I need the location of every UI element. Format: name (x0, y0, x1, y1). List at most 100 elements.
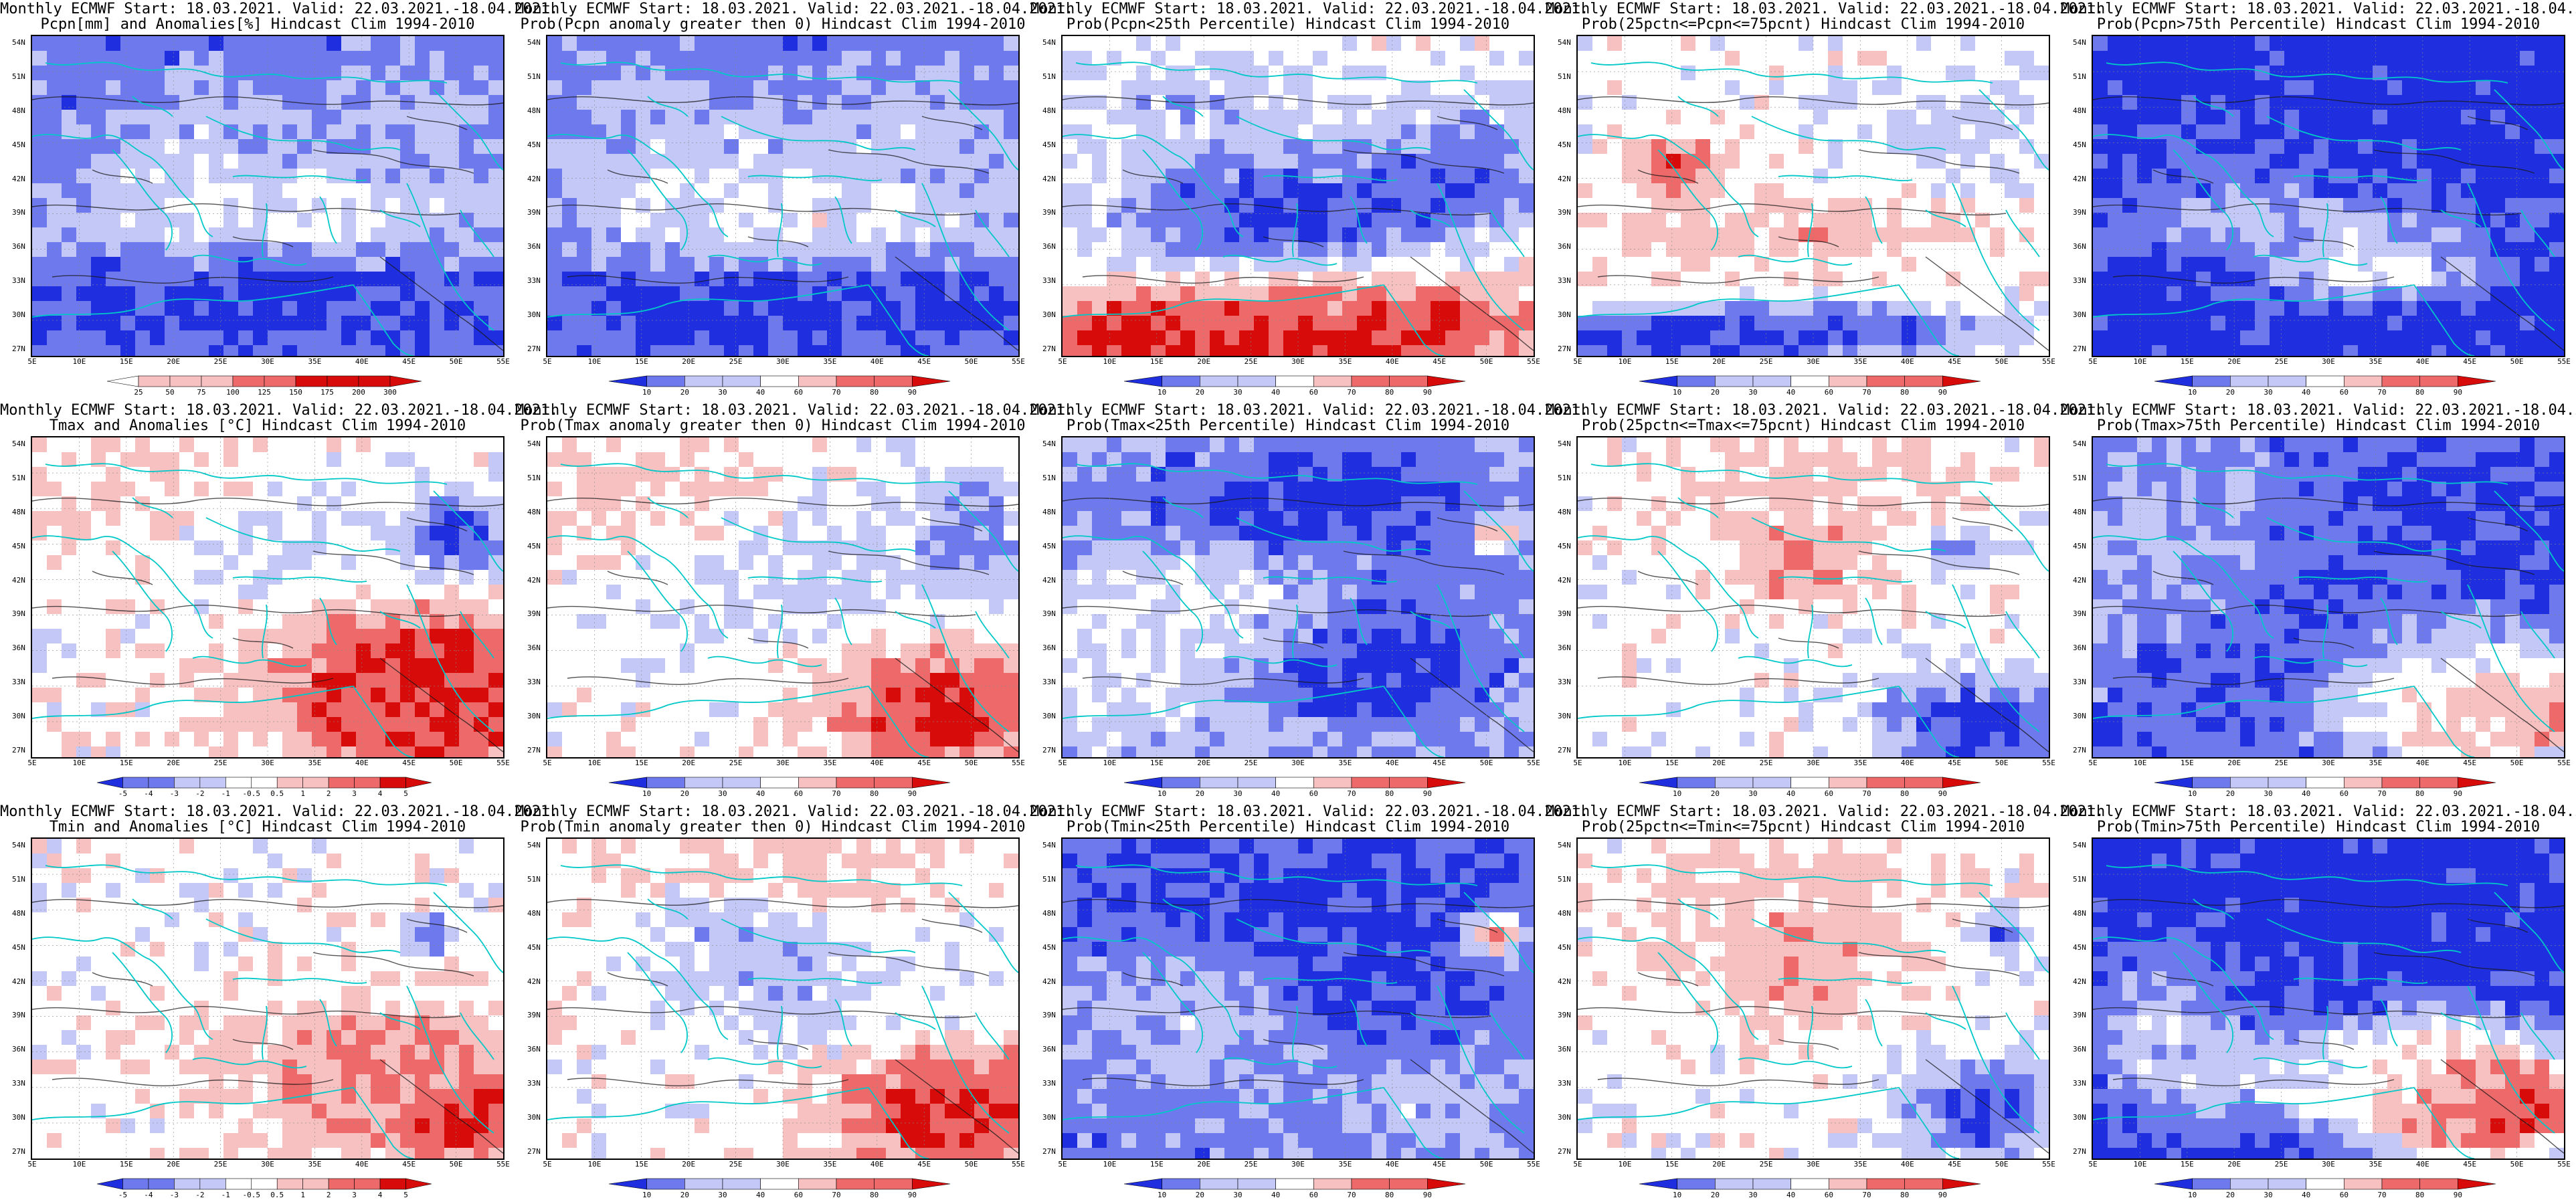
latitude-label: 27N (12, 344, 25, 353)
latitude-label: 39N (2073, 1011, 2086, 1020)
latitude-label: 54N (527, 841, 541, 849)
map-field-svg (2093, 839, 2564, 1159)
colorbar-tick-label: 20 (680, 388, 689, 397)
colorbar-tick-label: 70 (832, 789, 841, 798)
latitude-label: 51N (2073, 473, 2086, 482)
colorbar-swatch (1275, 1178, 1314, 1190)
probability-map (1576, 35, 2050, 357)
colorbar-swatch (276, 777, 303, 789)
latitude-label: 27N (1558, 746, 1571, 755)
latitude-label: 51N (527, 874, 541, 884)
panel-title: Monthly ECMWF Start: 18.03.2021. Valid: … (0, 803, 559, 820)
latitude-label: 36N (1558, 643, 1571, 653)
map-panel: Monthly ECMWF Start: 18.03.2021. Valid: … (2061, 401, 2576, 803)
colorbar-tick-label: 40 (2302, 1191, 2311, 1199)
colorbar-swatch (2344, 1178, 2383, 1190)
longitude-label: 25E (729, 759, 743, 767)
panel-subtitle: Prob(Tmax<25th Percentile) Hindcast Clim… (1066, 417, 1510, 434)
colorbar-tick-label: 4 (377, 1191, 383, 1199)
panel-title: Monthly ECMWF Start: 18.03.2021. Valid: … (1546, 803, 2104, 820)
map-panel: Monthly ECMWF Start: 18.03.2021. Valid: … (0, 401, 558, 803)
longitude-label: 30E (1807, 357, 1820, 366)
colorbar-swatch (760, 375, 799, 387)
longitude-label: 45E (917, 357, 931, 366)
latitude-label: 30N (527, 310, 541, 320)
longitude-label: 50E (964, 357, 978, 366)
panel-title: Monthly ECMWF Start: 18.03.2021. Valid: … (515, 402, 1074, 419)
colorbar-tick-label: 10 (642, 789, 652, 798)
latitude-label: 45N (527, 942, 541, 952)
latitude-label: 30N (527, 1113, 541, 1122)
colorbar-swatch (1313, 1178, 1352, 1190)
colorbar-swatch (354, 1178, 381, 1190)
latitude-label: 45N (2073, 942, 2086, 952)
panel-title: Monthly ECMWF Start: 18.03.2021. Valid: … (1030, 402, 1589, 419)
latitude-label: 51N (2073, 874, 2086, 884)
longitude-label: 45E (2463, 357, 2477, 366)
map-panel: Monthly ECMWF Start: 18.03.2021. Valid: … (0, 0, 558, 401)
map-field-svg (2093, 437, 2564, 757)
colorbar-swatch (1790, 1178, 1829, 1190)
longitude-label: 10E (2133, 357, 2147, 366)
map-panel: Monthly ECMWF Start: 18.03.2021. Valid: … (0, 803, 559, 1204)
latitude-label: 33N (1558, 678, 1571, 687)
colorbar-swatch (1389, 375, 1428, 387)
latitude-label: 54N (1042, 841, 1056, 849)
panel-title: Monthly ECMWF Start: 18.03.2021. Valid: … (2061, 402, 2576, 419)
latitude-label: 27N (1042, 344, 1056, 353)
longitude-label: 10E (72, 1160, 86, 1169)
latitude-label: 54N (1042, 38, 1056, 47)
colorbar (1123, 375, 1466, 387)
colorbar-tick-label: 300 (383, 388, 397, 397)
latitude-label: 48N (1042, 908, 1056, 918)
colorbar-swatch (405, 1178, 432, 1190)
latitude-label: 42N (12, 575, 25, 585)
latitude-label: 48N (2073, 908, 2086, 918)
colorbar-swatch (264, 375, 296, 387)
map-field-svg (547, 437, 1018, 757)
longitude-label: 55E (496, 1160, 510, 1169)
colorbar-swatch (874, 777, 913, 789)
panel-subtitle: Prob(Tmin<25th Percentile) Hindcast Clim… (1066, 819, 1510, 835)
longitude-label: 35E (823, 759, 837, 767)
temperature-anomaly-map (31, 837, 504, 1160)
longitude-label: 5E (1573, 759, 1582, 767)
colorbar-tick-label: 90 (907, 388, 917, 397)
latitude-label: 30N (1042, 1113, 1056, 1122)
colorbar-tick-label: 90 (2453, 789, 2462, 798)
colorbar-tick-label: 80 (1900, 388, 1910, 397)
colorbar-tick-label: 30 (718, 789, 727, 798)
colorbar-swatch (1427, 777, 1466, 789)
latitude-label: 33N (12, 1079, 25, 1088)
colorbar-swatch (722, 777, 761, 789)
colorbar-swatch (302, 777, 329, 789)
colorbar-swatch (174, 777, 201, 789)
colorbar-tick-label: 60 (1824, 789, 1833, 798)
latitude-label: 54N (527, 439, 541, 448)
latitude-label: 30N (2073, 1113, 2086, 1122)
probability-map (1576, 436, 2050, 759)
longitude-label: 30E (1807, 759, 1820, 767)
colorbar-tick-label: 2 (326, 789, 331, 798)
panel-title: Monthly ECMWF Start: 18.03.2021. Valid: … (1546, 1, 2104, 17)
map-field-svg (32, 437, 503, 757)
colorbar-tick-label: 20 (2225, 388, 2235, 397)
colorbar-tick-label: 70 (1347, 388, 1356, 397)
colorbar-swatch (251, 1178, 278, 1190)
colorbar-swatch (1715, 375, 1754, 387)
longitude-label: 50E (1995, 1160, 2009, 1169)
longitude-label: 40E (2415, 759, 2429, 767)
panel-subtitle: Prob(Tmin>75th Percentile) Hindcast Clim… (2096, 819, 2541, 835)
latitude-label: 51N (527, 72, 541, 81)
colorbar-swatch (912, 1178, 951, 1190)
colorbar-swatch (1904, 1178, 1943, 1190)
panel-subtitle: Prob(25pctn<=Tmax<=75pcnt) Hindcast Clim… (1581, 417, 2025, 434)
colorbar (608, 1178, 951, 1190)
colorbar-swatch (2154, 1178, 2193, 1190)
map-field-svg (1578, 36, 2049, 356)
map-panel: Monthly ECMWF Start: 18.03.2021. Valid: … (1030, 0, 1588, 401)
colorbar-swatch (1677, 1178, 1716, 1190)
latitude-label: 45N (12, 942, 25, 952)
latitude-label: 39N (2073, 208, 2086, 217)
longitude-label: 55E (2042, 1160, 2055, 1169)
